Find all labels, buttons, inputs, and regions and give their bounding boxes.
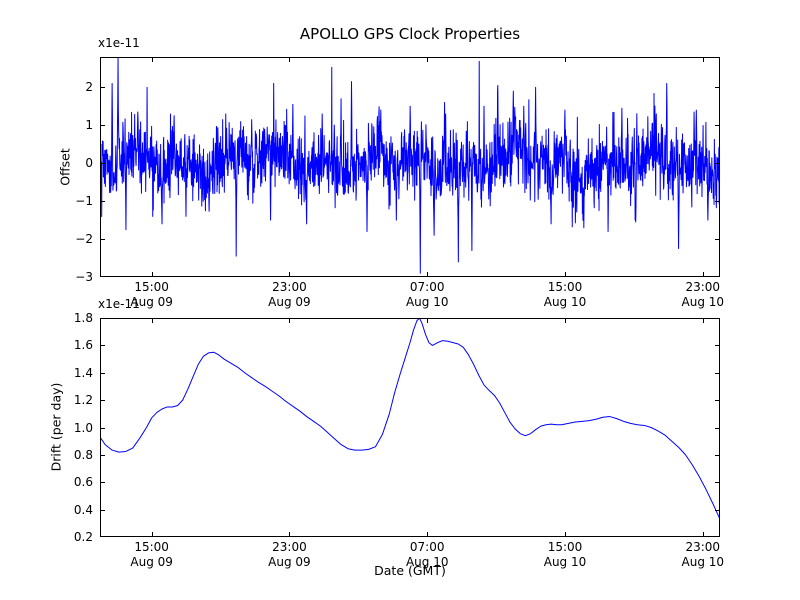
y-tick-label: 1.4 xyxy=(73,365,93,380)
x-axis-label: Date (GMT) xyxy=(374,563,446,578)
x-tick-label: 15:00 Aug 09 xyxy=(130,540,173,569)
drift-plot-area xyxy=(100,318,720,537)
y-scale-offset-label-top: x1e-11 xyxy=(98,36,140,50)
x-tick-label: 07:00 Aug 10 xyxy=(405,280,449,309)
y-tick-label: −1 xyxy=(75,194,93,209)
offset-axes-frame xyxy=(100,57,720,277)
x-tick-label: 23:00 Aug 10 xyxy=(681,540,725,569)
y-tick-label: 1 xyxy=(85,118,93,133)
y-tick-label: −2 xyxy=(75,232,93,247)
drift-series-line xyxy=(100,318,720,520)
y-axis-label-offset: Offset xyxy=(57,148,73,186)
x-tick-label: 07:00 Aug 10 xyxy=(405,540,449,569)
offset-plot-area xyxy=(100,57,720,277)
y-tick-label: 1.2 xyxy=(73,393,93,408)
y-tick-label: 2 xyxy=(85,80,93,95)
y-tick-label: 0.6 xyxy=(73,475,93,490)
y-tick-label: 0 xyxy=(85,156,93,171)
y-tick-label: 0.4 xyxy=(73,502,93,517)
chart-title: APOLLO GPS Clock Properties xyxy=(299,25,521,43)
y-tick-label: 1.0 xyxy=(73,420,93,435)
y-tick-label: 1.6 xyxy=(73,338,93,353)
x-tick-label: 15:00 Aug 09 xyxy=(130,280,173,309)
y-tick-label: 1.8 xyxy=(73,311,93,325)
y-scale-offset-label-bottom: x1e-11 xyxy=(98,297,140,311)
drift-axes-frame xyxy=(100,318,720,537)
offset-series-line xyxy=(100,57,720,274)
y-tick-label: 0.8 xyxy=(73,447,93,462)
y-axis-label-drift: Drift (per day) xyxy=(48,382,64,472)
y-tick-label: −3 xyxy=(75,270,93,284)
x-tick-label: 23:00 Aug 09 xyxy=(268,280,311,309)
x-tick-label: 23:00 Aug 09 xyxy=(268,540,311,569)
x-tick-label: 15:00 Aug 10 xyxy=(543,280,587,309)
x-tick-label: 23:00 Aug 10 xyxy=(681,280,725,309)
x-tick-label: 15:00 Aug 10 xyxy=(543,540,587,569)
y-tick-label: 0.2 xyxy=(73,530,93,544)
